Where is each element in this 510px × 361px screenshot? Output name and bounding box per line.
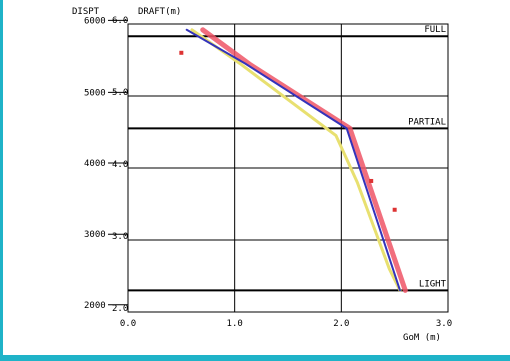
y-axis-label-draft: DRAFT(m): [138, 7, 181, 17]
x-tick-label: 2.0: [333, 319, 349, 329]
scatter-point: [392, 207, 397, 212]
series-line-yellow: [190, 28, 402, 292]
tick-labels: 0.0 1.0 2.0 3.0 2.0 3.0 4.0 5.0 6.0 2000 3000 4000 5…: [84, 16, 452, 329]
x-axis-label: GoM (m): [403, 333, 441, 343]
grid: [127, 23, 449, 313]
scatter-points: [179, 50, 397, 212]
draft-tick-label: 6.0: [112, 16, 128, 26]
dispt-tick-label: 6000: [84, 16, 106, 26]
dispt-tick-label: 5000: [84, 88, 106, 98]
series-line-blue: [185, 28, 401, 292]
reference-label-partial: PARTIAL: [408, 117, 446, 127]
draft-tick-label: 5.0: [112, 88, 128, 98]
draft-tick-label: 2.0: [112, 304, 128, 314]
y-axis-label-dispt: DISPT: [72, 7, 100, 17]
reference-lines: FULL PARTIAL LIGHT: [128, 25, 448, 292]
draft-tick-label: 4.0: [112, 160, 128, 170]
dispt-tick-label: 4000: [84, 159, 106, 169]
x-tick-label: 0.0: [120, 319, 136, 329]
bottom-border: [0, 355, 510, 361]
reference-label-full: FULL: [424, 25, 446, 35]
reference-label-light: LIGHT: [419, 279, 447, 289]
dispt-tick-label: 3000: [84, 230, 106, 240]
scatter-point: [179, 50, 184, 55]
x-tick-label: 3.0: [436, 319, 452, 329]
draft-tick-label: 3.0: [112, 232, 128, 242]
plot-border: [127, 23, 449, 313]
x-tick-label: 1.0: [227, 319, 243, 329]
series-line-red: [200, 27, 408, 293]
dispt-tick-label: 2000: [84, 301, 106, 311]
left-border: [0, 0, 3, 361]
series-curves: [185, 27, 408, 293]
scatter-point: [369, 178, 374, 183]
